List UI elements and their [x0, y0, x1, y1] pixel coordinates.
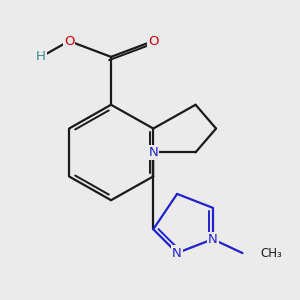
Text: H: H — [36, 50, 46, 63]
Text: CH₃: CH₃ — [261, 247, 282, 260]
Text: N: N — [148, 146, 158, 159]
Text: N: N — [172, 247, 182, 260]
Text: O: O — [148, 34, 159, 47]
Text: O: O — [64, 34, 74, 47]
Text: N: N — [208, 233, 218, 246]
